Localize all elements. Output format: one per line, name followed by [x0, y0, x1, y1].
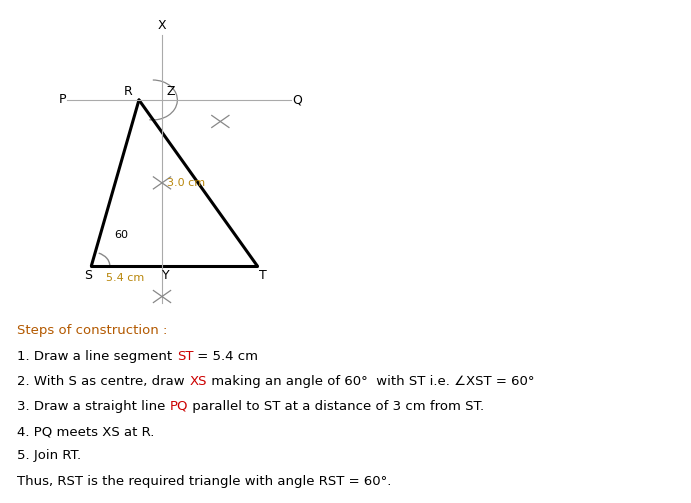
Text: T: T [258, 269, 267, 282]
Text: Y: Y [162, 269, 169, 282]
Text: making an angle of 60°  with ST i.e. ∠XST = 60°: making an angle of 60° with ST i.e. ∠XST… [207, 375, 534, 388]
Text: parallel to ST at a distance of 3 cm from ST.: parallel to ST at a distance of 3 cm fro… [189, 400, 484, 413]
Text: R: R [124, 86, 133, 99]
Text: = 5.4 cm: = 5.4 cm [193, 350, 258, 363]
Text: 3.0 cm: 3.0 cm [167, 178, 205, 188]
Text: PQ: PQ [170, 400, 189, 413]
Text: XS: XS [189, 375, 207, 388]
Text: Z: Z [167, 86, 175, 99]
Text: X: X [158, 20, 167, 32]
Text: P: P [59, 94, 66, 107]
Text: 1. Draw a line segment: 1. Draw a line segment [17, 350, 177, 363]
Text: 5.4 cm: 5.4 cm [106, 274, 144, 284]
Text: ST: ST [177, 350, 193, 363]
Text: Thus, RST is the required triangle with angle RST = 60°.: Thus, RST is the required triangle with … [17, 475, 392, 488]
Text: S: S [84, 269, 93, 282]
Text: 3. Draw a straight line: 3. Draw a straight line [17, 400, 170, 413]
Text: 4. PQ meets XS at R.: 4. PQ meets XS at R. [17, 425, 155, 438]
Text: Steps of construction :: Steps of construction : [17, 324, 168, 338]
Text: 60: 60 [115, 230, 129, 240]
Text: Q: Q [292, 94, 303, 107]
Text: 5. Join RT.: 5. Join RT. [17, 449, 82, 462]
Text: 2. With S as centre, draw: 2. With S as centre, draw [17, 375, 189, 388]
